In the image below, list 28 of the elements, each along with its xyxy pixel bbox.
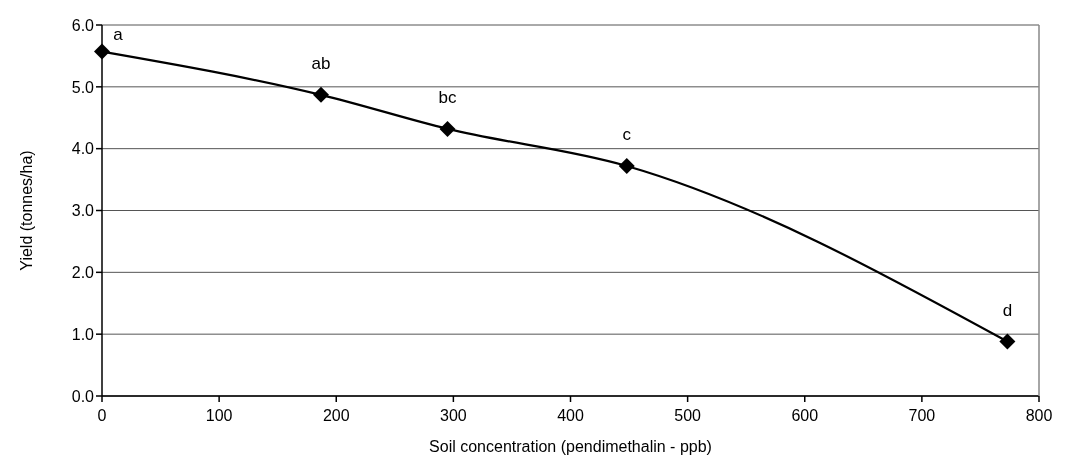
annotation: c — [622, 124, 632, 144]
y-tick-label: 6.0 — [71, 16, 95, 34]
y-axis-title: Yield (tonnes/ha) — [17, 150, 35, 271]
annotation: d — [1002, 300, 1013, 320]
x-tick-label: 0 — [97, 407, 107, 425]
point — [94, 43, 110, 60]
annotation: a — [113, 24, 124, 44]
y-tick-label: 4.0 — [71, 140, 95, 158]
x-tick-label: 600 — [791, 407, 819, 425]
x-tick-label: 100 — [205, 407, 233, 425]
x-tick-label: 700 — [908, 407, 936, 425]
y-tick-label: 2.0 — [71, 264, 95, 282]
y-tick-label: 0.0 — [71, 387, 95, 405]
point — [439, 120, 456, 137]
x-tick-label: 200 — [322, 407, 350, 425]
y-tick-label: 1.0 — [71, 325, 95, 343]
x-tick-label: 500 — [674, 407, 702, 425]
annotation: bc — [438, 87, 457, 107]
x-tick-label: 400 — [557, 407, 584, 425]
point — [313, 86, 330, 103]
y-tick-label: 3.0 — [71, 202, 95, 220]
point — [618, 157, 635, 174]
x-tick-label: 800 — [1025, 407, 1053, 425]
annotation: ab — [311, 53, 331, 73]
x-tick-label: 300 — [440, 407, 467, 425]
point — [999, 333, 1016, 350]
y-tick-label: 5.0 — [71, 78, 95, 96]
x-axis-title: Soil concentration (pendimethalin - ppb) — [429, 438, 712, 455]
